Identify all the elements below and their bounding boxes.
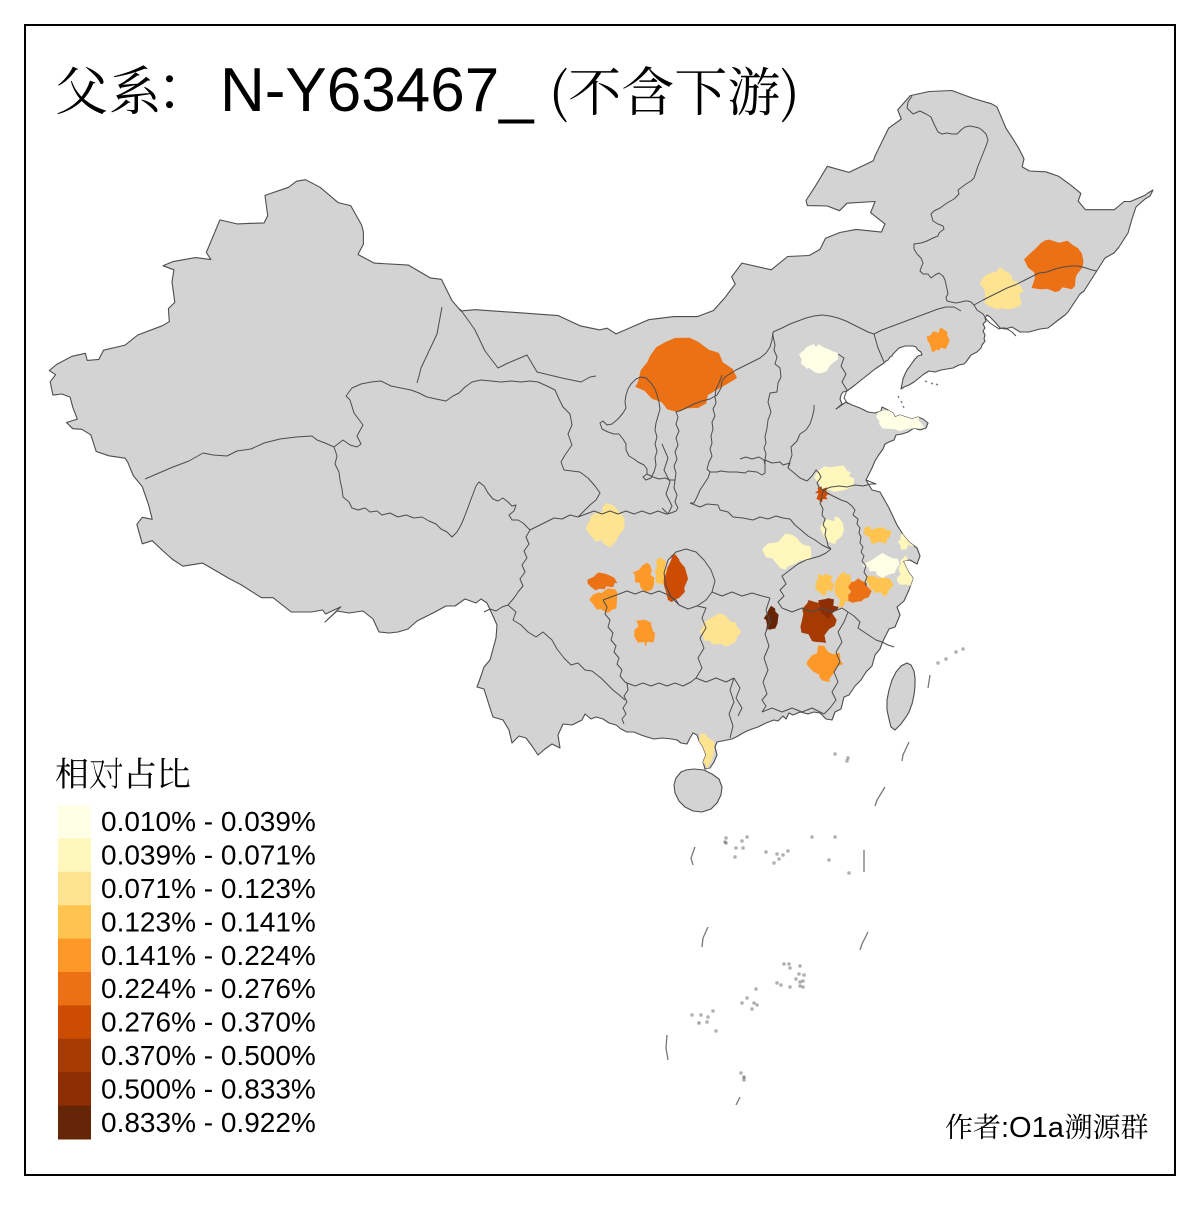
svg-text::O1a: :O1a [1001,1112,1065,1144]
svg-text:0.833% - 0.922%: 0.833% - 0.922% [101,1107,316,1138]
svg-text:0.141% - 0.224%: 0.141% - 0.224% [101,940,316,971]
svg-text:0.039% - 0.071%: 0.039% - 0.071% [101,840,316,871]
svg-text:0.276% - 0.370%: 0.276% - 0.370% [101,1007,316,1038]
svg-text:0.500% - 0.833%: 0.500% - 0.833% [101,1073,316,1104]
svg-text:0.071% - 0.123%: 0.071% - 0.123% [101,873,316,904]
svg-text:0.224% - 0.276%: 0.224% - 0.276% [101,973,316,1004]
svg-text:0.123% - 0.141%: 0.123% - 0.141% [101,906,316,937]
svg-text:N-Y63467_: N-Y63467_ [220,56,535,125]
svg-text:0.010% - 0.039%: 0.010% - 0.039% [101,806,316,837]
svg-text:0.370% - 0.500%: 0.370% - 0.500% [101,1040,316,1071]
